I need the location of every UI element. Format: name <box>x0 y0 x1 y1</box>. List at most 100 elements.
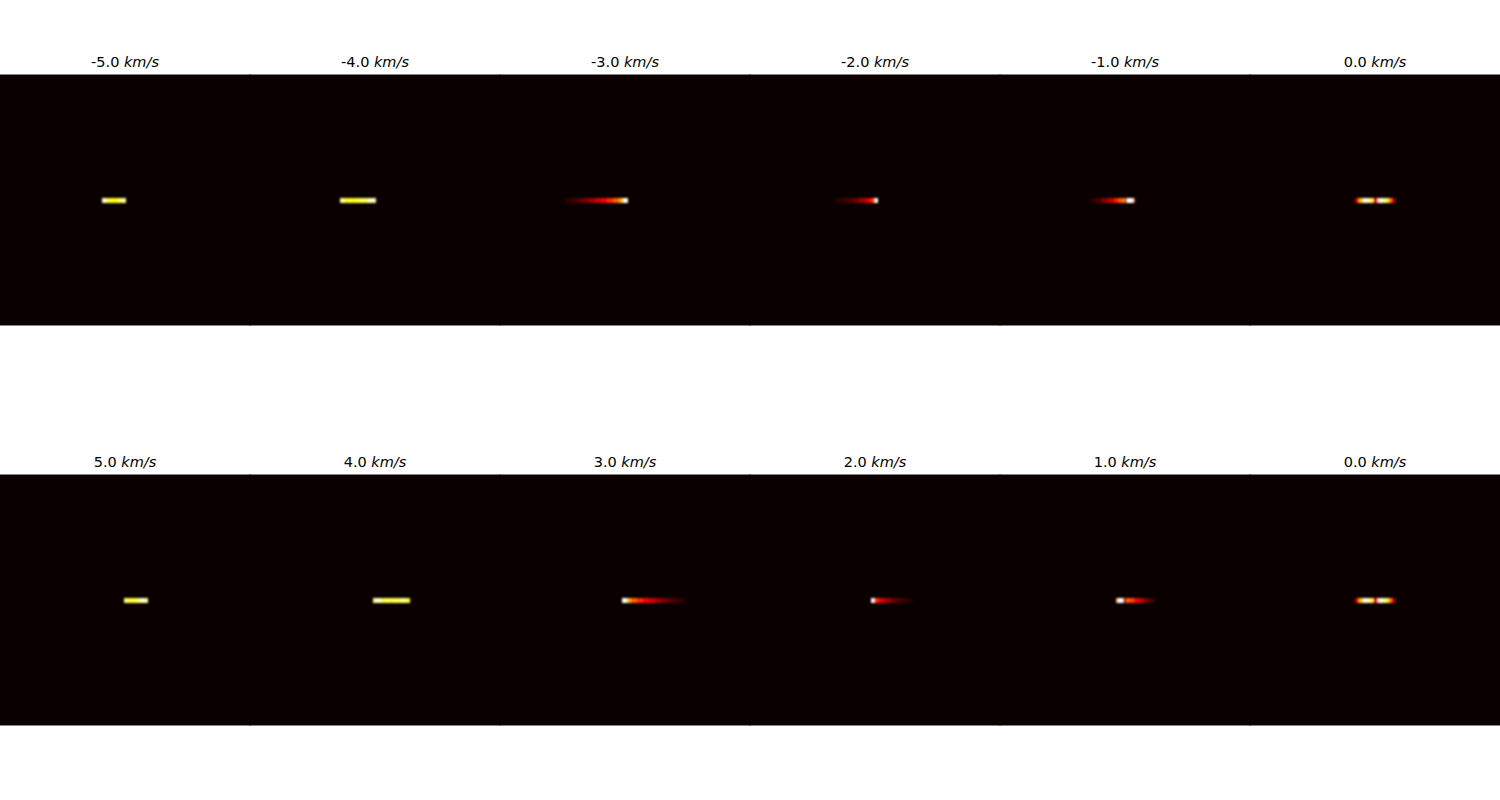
cell <box>1391 198 1395 203</box>
cell <box>102 198 106 203</box>
panel: 3.0 km/s <box>500 454 750 725</box>
cell <box>1108 198 1114 203</box>
image <box>750 475 1000 725</box>
cell <box>847 198 853 203</box>
cell <box>841 198 847 203</box>
panel: -3.0 km/s <box>500 54 750 325</box>
cell <box>884 598 890 603</box>
cell <box>1373 198 1378 203</box>
cell <box>874 598 876 603</box>
cell <box>1102 198 1108 203</box>
background-cells <box>0 75 250 325</box>
cell <box>368 198 372 203</box>
cell <box>876 598 880 603</box>
cell <box>890 598 896 603</box>
cell <box>132 598 136 603</box>
cell <box>114 198 118 203</box>
cell <box>352 198 356 203</box>
cell <box>1355 598 1359 603</box>
panel: 4.0 km/s <box>250 454 500 725</box>
cell <box>1090 198 1096 203</box>
frame <box>1250 475 1500 725</box>
streak <box>340 198 376 203</box>
frame <box>250 475 500 725</box>
cell <box>389 598 393 603</box>
cell <box>1388 598 1391 603</box>
cell <box>835 198 841 203</box>
cell <box>1149 598 1155 603</box>
cell <box>649 598 655 603</box>
streak <box>1116 598 1155 603</box>
cell <box>622 598 627 603</box>
cell <box>655 598 661 603</box>
image <box>1000 475 1250 725</box>
image <box>500 75 750 325</box>
cell <box>118 198 122 203</box>
cell <box>595 198 601 203</box>
cell <box>1368 598 1373 603</box>
cell <box>144 598 148 603</box>
streak <box>871 598 912 603</box>
panel: 2.0 km/s <box>750 454 1000 725</box>
cell <box>1368 198 1373 203</box>
image <box>250 75 500 325</box>
cell <box>902 598 907 603</box>
cell <box>381 598 385 603</box>
image <box>0 475 250 725</box>
background-cells <box>250 475 500 725</box>
background-cells <box>750 475 1000 725</box>
cell <box>661 598 667 603</box>
image <box>250 475 500 725</box>
cell <box>1116 598 1118 603</box>
panel-title: -2.0 km/s <box>841 54 909 70</box>
streak <box>102 198 126 203</box>
cell <box>1383 598 1388 603</box>
cell <box>397 598 401 603</box>
background-cells <box>0 475 250 725</box>
cell <box>896 598 902 603</box>
cell <box>1130 598 1134 603</box>
image <box>750 75 1000 325</box>
image <box>0 75 250 325</box>
panel-title: -3.0 km/s <box>591 54 659 70</box>
streak <box>373 598 410 603</box>
cell <box>364 198 368 203</box>
cell <box>1144 598 1149 603</box>
panel-title: 0.0 km/s <box>1344 454 1407 470</box>
cell <box>356 198 360 203</box>
cell <box>875 198 878 203</box>
cell <box>1363 598 1368 603</box>
background-cells <box>500 75 750 325</box>
cell <box>869 198 873 203</box>
panel-title: 2.0 km/s <box>844 454 907 470</box>
frame <box>1000 475 1250 725</box>
cell <box>601 198 607 203</box>
cell <box>140 598 144 603</box>
streak <box>124 598 148 603</box>
panel: -2.0 km/s <box>750 54 1000 325</box>
cell <box>871 598 874 603</box>
background-cells <box>500 475 750 725</box>
frame <box>750 75 1000 325</box>
cell <box>344 198 348 203</box>
background-cells <box>1250 75 1500 325</box>
cell <box>1359 198 1363 203</box>
cell <box>393 598 397 603</box>
panel: -1.0 km/s <box>1000 54 1250 325</box>
cell <box>1378 598 1383 603</box>
cell <box>1114 198 1118 203</box>
cell <box>1363 198 1368 203</box>
cell <box>106 198 110 203</box>
cell <box>619 198 623 203</box>
cell <box>643 598 649 603</box>
cell <box>1118 198 1122 203</box>
panel: 5.0 km/s <box>0 454 250 725</box>
cell <box>673 598 679 603</box>
cell <box>1383 198 1388 203</box>
image <box>1250 475 1500 725</box>
cell <box>1388 198 1391 203</box>
cell <box>1096 198 1102 203</box>
cell <box>623 198 628 203</box>
frame <box>250 75 500 325</box>
cell <box>907 598 912 603</box>
